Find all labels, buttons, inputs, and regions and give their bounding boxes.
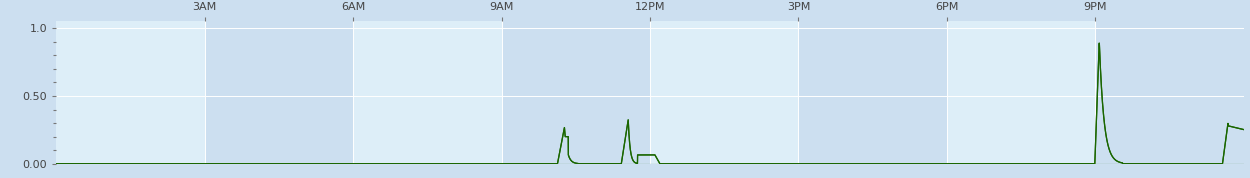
- Bar: [1095, 21, 1244, 164]
- Bar: [650, 21, 799, 164]
- Bar: [56, 21, 205, 164]
- Bar: [799, 21, 948, 164]
- Bar: [948, 21, 1095, 164]
- Bar: [205, 21, 354, 164]
- Bar: [354, 21, 501, 164]
- Bar: [501, 21, 650, 164]
